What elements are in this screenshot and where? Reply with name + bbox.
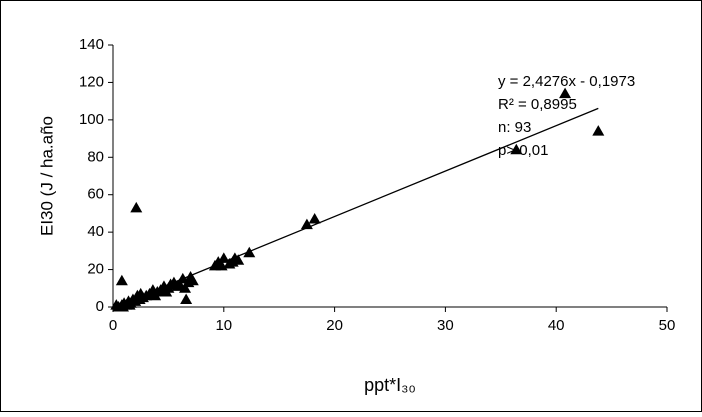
y-tick-label: 20: [87, 261, 104, 278]
x-tick-label: 0: [109, 317, 117, 334]
data-point: [110, 299, 123, 310]
data-point: [186, 274, 199, 286]
data-point: [180, 293, 193, 305]
y-tick-label: 80: [87, 148, 104, 165]
data-point: [149, 289, 162, 301]
annotation: n: 93: [498, 119, 531, 136]
data-point: [134, 287, 147, 299]
annotation: p> 0,01: [498, 142, 548, 159]
data-point: [123, 299, 136, 310]
annotation: y = 2,4276x - 0,1973: [498, 73, 635, 90]
data-point: [559, 87, 572, 99]
data-point: [232, 254, 245, 265]
y-tick-label: 100: [79, 111, 104, 128]
data-point: [179, 282, 192, 293]
x-tick-label: 10: [215, 317, 232, 334]
y-tick-label: 140: [79, 36, 104, 53]
y-tick-label: 0: [96, 298, 104, 315]
data-point: [300, 218, 313, 230]
x-tick-label: 50: [659, 317, 676, 334]
annotation: R² = 0,8995: [498, 96, 577, 113]
data-point: [130, 201, 143, 213]
data-point: [243, 246, 256, 258]
data-point: [308, 213, 321, 224]
data-point: [592, 125, 605, 136]
data-point: [215, 259, 228, 271]
trendline: [112, 107, 599, 308]
data-point: [160, 286, 173, 297]
data-point: [217, 252, 230, 263]
x-tick-label: 20: [326, 317, 343, 334]
data-point: [171, 280, 184, 291]
data-point: [115, 274, 128, 286]
y-tick-label: 40: [87, 223, 104, 240]
y-tick-label: 120: [79, 73, 104, 90]
data-point: [510, 143, 523, 155]
x-tick-label: 40: [548, 317, 565, 334]
x-tick-label: 30: [437, 317, 454, 334]
y-axis-label: EI30 (J / ha.año: [37, 116, 56, 236]
y-tick-label: 60: [87, 186, 104, 203]
x-axis-label: ppt*I₃₀: [364, 375, 416, 395]
